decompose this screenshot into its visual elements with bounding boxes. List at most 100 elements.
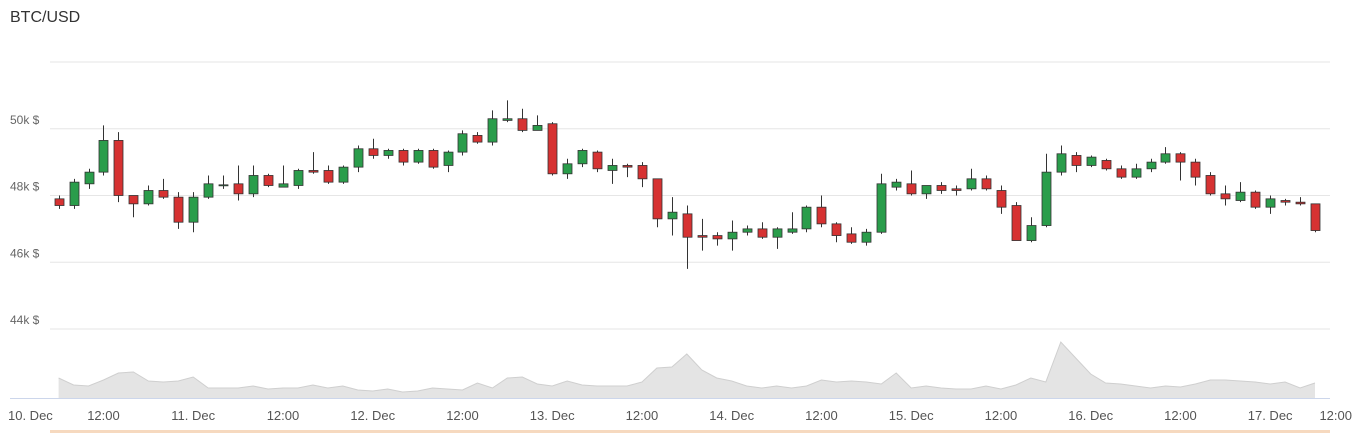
x-tick-label: 12. Dec	[350, 408, 395, 423]
candle-body	[697, 235, 708, 238]
candle-body	[323, 170, 334, 183]
candle-body	[263, 175, 274, 186]
candle-body	[667, 211, 678, 220]
candle-body	[1265, 198, 1276, 208]
candle-body	[652, 178, 663, 220]
candle-body	[906, 183, 917, 195]
candle-body	[1160, 153, 1171, 163]
candle-body	[1190, 161, 1201, 178]
x-tick-label: 12:00	[267, 408, 300, 423]
candle-body	[742, 228, 753, 233]
candle-body	[727, 231, 738, 240]
candle-body	[143, 190, 154, 205]
navigator-bar	[50, 430, 1330, 433]
x-tick-label: 12:00	[805, 408, 838, 423]
candle-body	[1071, 155, 1082, 166]
candle-body	[1041, 171, 1052, 226]
candle-body	[457, 133, 468, 153]
candle-body	[787, 228, 798, 233]
candle-body	[936, 185, 947, 191]
candle-body	[1205, 175, 1216, 195]
candle-body	[1056, 153, 1067, 173]
candle-body	[1295, 201, 1306, 205]
candle-body	[682, 213, 693, 238]
candle-body	[951, 188, 962, 191]
candle-body	[846, 233, 857, 243]
candle-body	[891, 181, 902, 188]
candle-body	[712, 235, 723, 240]
candle-body	[398, 150, 409, 163]
candle-body	[383, 150, 394, 156]
x-tick-label: 12:00	[446, 408, 479, 423]
candle-body	[1235, 191, 1246, 201]
candle-body	[413, 150, 424, 163]
candle-body	[532, 125, 543, 131]
candle-body	[248, 175, 259, 195]
candle-body	[816, 206, 827, 225]
candle-body	[607, 165, 618, 171]
x-tick-label: 14. Dec	[709, 408, 754, 423]
x-tick-label: 17. Dec	[1248, 408, 1293, 423]
candle-body	[1175, 153, 1186, 163]
candle-body	[173, 196, 184, 223]
candle-body	[921, 185, 932, 195]
candle-body	[801, 206, 812, 230]
candle-body	[831, 223, 842, 236]
y-tick-label: 50k $	[10, 113, 40, 127]
candle-body	[996, 190, 1007, 208]
candle-body	[428, 150, 439, 168]
x-tick-label: 12:00	[985, 408, 1018, 423]
candle-body	[218, 184, 229, 187]
candle-body	[592, 151, 603, 170]
x-tick-label: 12:00	[626, 408, 659, 423]
x-tick-label: 13. Dec	[530, 408, 575, 423]
volume-area	[58, 342, 1316, 398]
x-tick-label: 12:00	[1319, 408, 1352, 423]
candle-body	[757, 228, 768, 238]
candle-body	[113, 140, 124, 196]
y-tick-label: 46k $	[10, 246, 40, 260]
x-tick-label: 15. Dec	[889, 408, 934, 423]
candle-body	[1146, 161, 1157, 170]
candle-body	[1101, 160, 1112, 170]
candle-body	[637, 165, 648, 180]
volume-line	[58, 341, 1316, 393]
candle-body	[98, 140, 109, 173]
candle-body	[1086, 156, 1097, 166]
candle-body	[308, 170, 319, 173]
candle-body	[1116, 168, 1127, 178]
candle-body	[128, 195, 139, 205]
candle-body	[1131, 168, 1142, 178]
y-tick-label: 44k $	[10, 313, 40, 327]
candle-body	[203, 183, 214, 198]
x-tick-label: 12:00	[1164, 408, 1197, 423]
x-tick-label: 11. Dec	[171, 408, 215, 423]
candle-body	[84, 171, 95, 185]
chart-title: BTC/USD	[10, 9, 80, 26]
candle-body	[966, 178, 977, 190]
candle-body	[861, 231, 872, 243]
candle-body	[69, 181, 80, 206]
candle-body	[1310, 203, 1321, 231]
candle-body	[368, 148, 379, 156]
candle-body	[502, 118, 513, 121]
y-tick-label: 48k $	[10, 180, 40, 194]
candle-body	[547, 123, 558, 175]
candle-body	[353, 148, 364, 168]
x-tick-label: 10. Dec	[8, 408, 53, 423]
candle-body	[278, 183, 289, 188]
candle-body	[1026, 225, 1037, 241]
candle-body	[622, 165, 633, 168]
candle-body	[981, 178, 992, 190]
candle-body	[158, 190, 169, 198]
candle-body	[338, 166, 349, 183]
candle-body	[54, 198, 65, 206]
candle-body	[772, 228, 783, 238]
candle-body	[443, 151, 454, 166]
candle-body	[517, 118, 528, 131]
candle-body	[472, 135, 483, 143]
x-tick-label: 12:00	[87, 408, 120, 423]
candle-body	[577, 150, 588, 165]
x-tick-label: 16. Dec	[1068, 408, 1113, 423]
